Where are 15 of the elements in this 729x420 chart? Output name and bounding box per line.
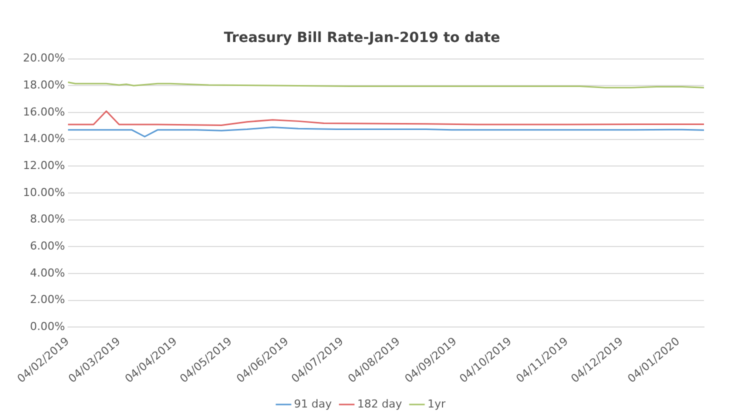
y-tick-label: 16.00% [22,105,65,118]
legend-label: 91 day [294,397,332,410]
legend-label: 1yr [427,397,446,410]
legend-label: 182 day [357,397,402,410]
y-tick-label: 18.00% [22,78,65,92]
y-tick-label: 4.00% [30,266,65,280]
y-tick-label: 2.00% [30,293,65,306]
y-tick-label: 10.00% [22,186,65,199]
y-tick-label: 6.00% [30,239,65,252]
y-tick-label: 0.00% [30,320,65,333]
y-tick-label: 12.00% [22,158,65,172]
y-tick-label: 14.00% [22,132,65,146]
chart-title: Treasury Bill Rate-Jan-2019 to date [224,30,500,46]
y-tick-label: 8.00% [30,212,65,226]
y-tick-label: 20.00% [22,52,65,65]
